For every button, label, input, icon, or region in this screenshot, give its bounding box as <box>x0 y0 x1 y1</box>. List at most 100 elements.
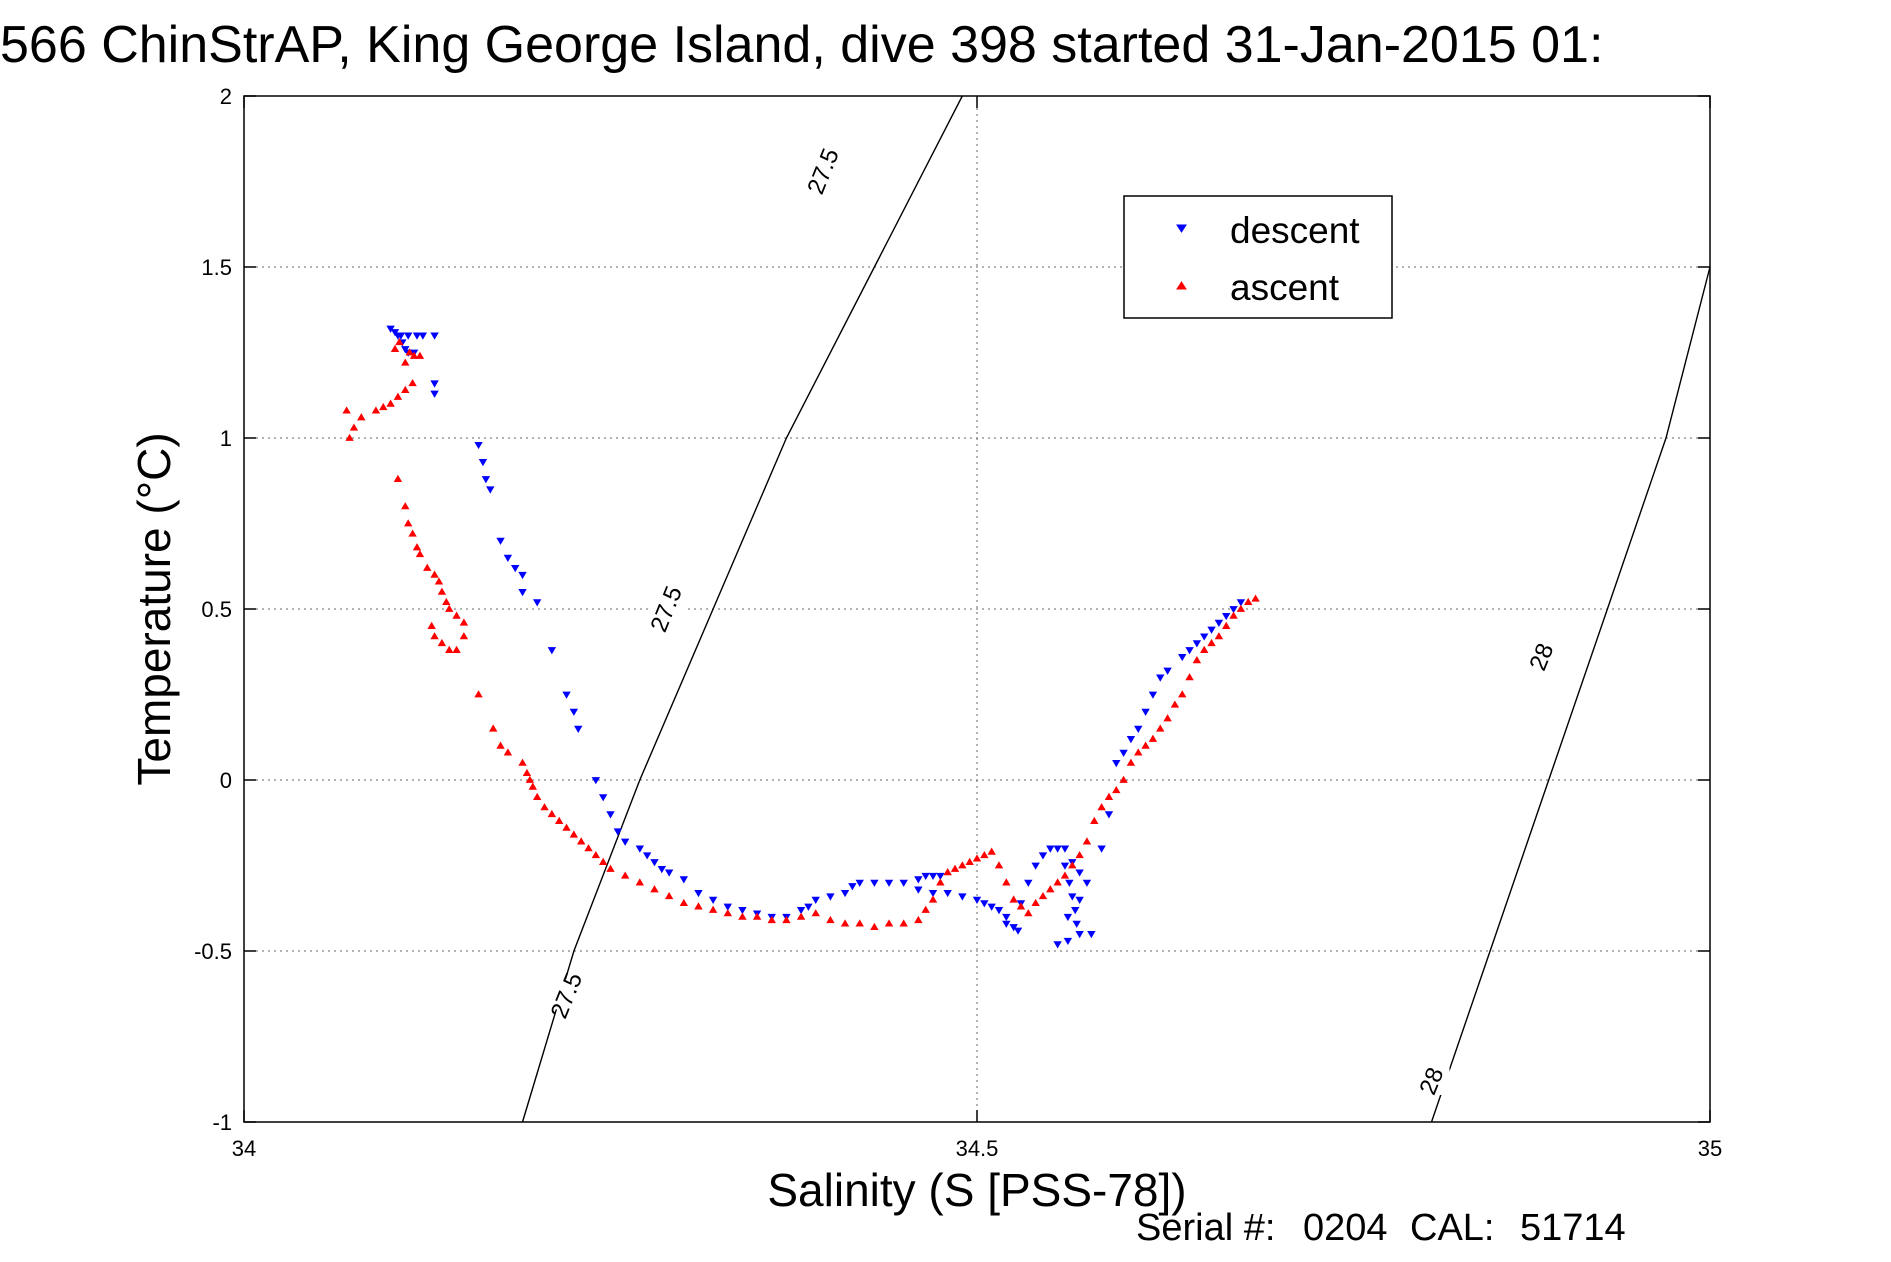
ascent-point <box>738 912 747 920</box>
descent-point <box>481 476 491 484</box>
ascent-point <box>1148 734 1158 742</box>
descent-point <box>928 872 938 881</box>
ascent-point <box>591 850 601 859</box>
descent-point <box>591 777 601 785</box>
ascent-point <box>357 413 366 421</box>
y-tick-label: 0 <box>220 768 232 793</box>
contour-line-27.5 <box>521 95 963 1123</box>
descent-point <box>1192 640 1202 648</box>
descent-point <box>401 346 410 354</box>
descent-point <box>1060 862 1070 870</box>
ascent-point <box>1185 673 1194 681</box>
ascent-point <box>379 402 388 411</box>
ascent-point <box>474 690 483 698</box>
ascent-point <box>395 337 404 346</box>
ascent-point <box>1119 775 1128 783</box>
descent-point <box>796 907 806 915</box>
descent-point <box>1013 927 1023 935</box>
descent-point <box>1097 845 1106 853</box>
descent-point <box>1053 941 1062 949</box>
ascent-point <box>442 597 451 606</box>
ascent-point <box>936 878 945 886</box>
descent-point <box>1002 913 1011 922</box>
descent-point <box>840 889 850 898</box>
ascent-point <box>452 645 461 653</box>
ascent-point <box>1090 816 1099 824</box>
ascent-point <box>390 344 400 352</box>
descent-series <box>386 325 1246 949</box>
descent-point <box>598 794 608 802</box>
ascent-point <box>342 406 351 414</box>
descent-point <box>1163 667 1172 675</box>
ascent-point <box>576 837 586 845</box>
y-tick-label: 1 <box>220 426 232 451</box>
descent-point <box>635 845 645 853</box>
ascent-point <box>403 519 413 527</box>
ascent-point <box>1214 632 1224 640</box>
ascent-point <box>393 474 403 482</box>
ascent-point <box>401 358 410 366</box>
descent-point <box>928 889 938 898</box>
ascent-point <box>1031 898 1040 907</box>
x-tick-label: 35 <box>1698 1136 1722 1161</box>
descent-point <box>1200 633 1209 641</box>
descent-point <box>848 883 857 891</box>
x-tick-label: 34 <box>232 1136 256 1161</box>
descent-point <box>393 332 403 340</box>
descent-point <box>1185 647 1194 655</box>
descent-point <box>518 571 527 580</box>
descent-point <box>664 869 674 877</box>
ascent-point <box>694 902 703 910</box>
y-tick-label: -0.5 <box>194 939 232 964</box>
descent-point <box>386 325 395 333</box>
descent-point <box>936 872 945 881</box>
descent-point <box>642 852 652 860</box>
descent-point <box>1053 845 1062 853</box>
ascent-point <box>1068 861 1077 869</box>
descent-point <box>1063 937 1073 946</box>
grid-lines <box>244 96 1710 1122</box>
ascent-point <box>994 861 1004 869</box>
ascent-point <box>921 905 930 913</box>
ascent-point <box>782 915 791 924</box>
descent-point <box>943 889 952 898</box>
ascent-point <box>1192 656 1202 664</box>
ascent-point <box>503 748 513 756</box>
contour-label-bg <box>1523 640 1560 671</box>
legend-ascent-marker <box>1176 281 1187 290</box>
descent-point <box>1002 920 1011 928</box>
descent-point <box>478 459 488 467</box>
ascent-point <box>408 378 417 387</box>
ascent-point <box>562 823 571 831</box>
descent-point <box>1009 924 1018 932</box>
descent-point <box>1031 862 1040 870</box>
ascent-point <box>598 857 608 865</box>
descent-point <box>1207 626 1216 634</box>
ascent-point <box>459 632 469 640</box>
y-axis-label: Temperature (°C) <box>128 432 180 785</box>
ascent-point <box>1112 785 1121 794</box>
ascent-point <box>870 922 879 930</box>
legend-ascent-label: ascent <box>1230 267 1340 308</box>
ascent-point <box>554 816 564 824</box>
ascent-point <box>811 909 820 917</box>
ascent-point <box>1046 885 1055 893</box>
ascent-point <box>1251 594 1260 602</box>
descent-point <box>650 859 659 867</box>
descent-point <box>1104 811 1114 819</box>
descent-point <box>811 896 820 904</box>
ascent-point <box>412 543 422 551</box>
ascent-point <box>547 809 557 818</box>
descent-point <box>958 893 967 901</box>
descent-point <box>870 879 879 887</box>
ascent-point <box>980 850 989 859</box>
descent-point <box>418 332 428 340</box>
ascent-point <box>522 768 532 777</box>
ascent-point <box>943 868 952 876</box>
descent-point <box>518 589 527 597</box>
descent-point <box>826 893 835 901</box>
descent-point <box>1072 920 1081 928</box>
ascent-point <box>1163 714 1172 722</box>
ascent-point <box>489 724 498 732</box>
descent-point <box>486 486 495 494</box>
